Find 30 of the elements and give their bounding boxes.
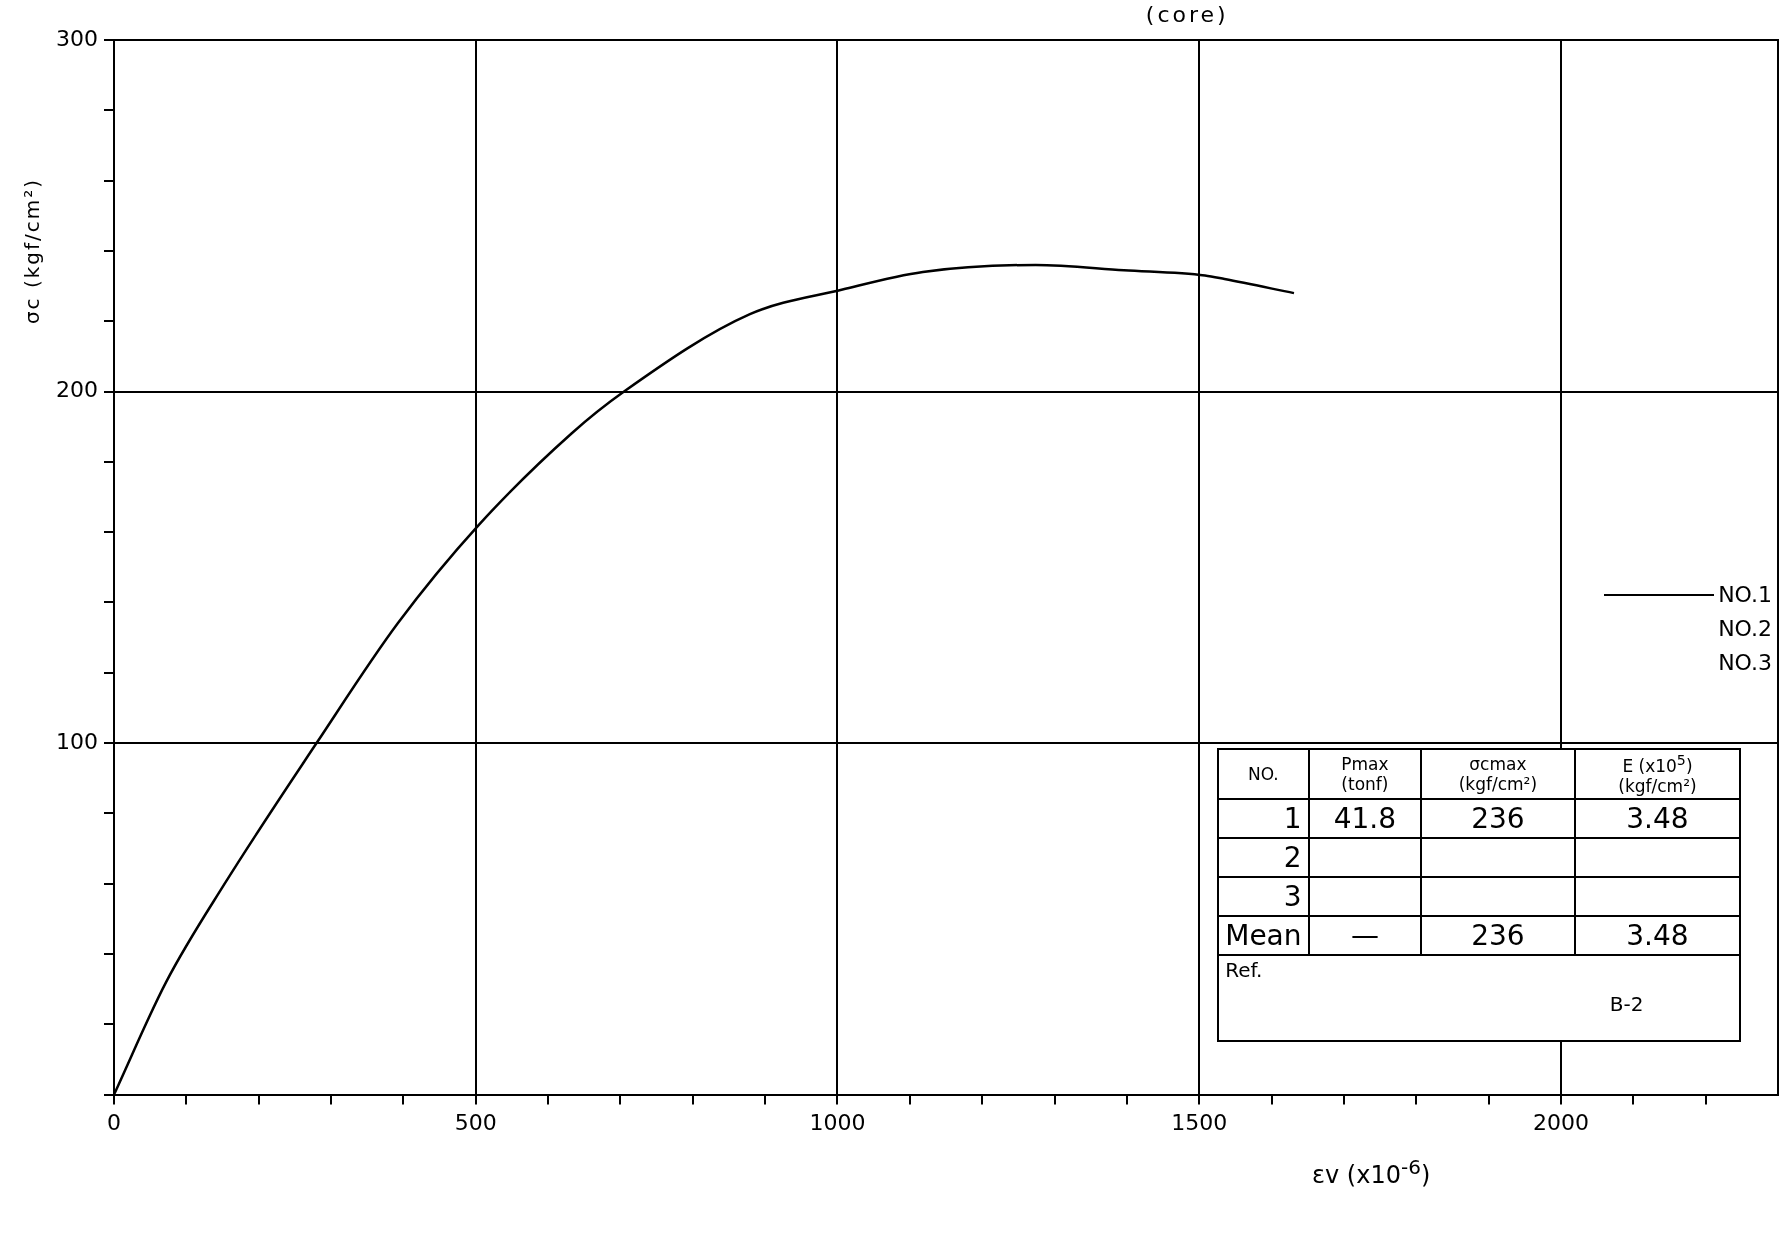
x-tick-label: 500 [454, 1109, 497, 1135]
annotation: 3.48 [1574, 798, 1741, 838]
annotation: 236 [1421, 798, 1575, 838]
annotation: 2 [1218, 837, 1309, 877]
annotation: Mean [1218, 915, 1309, 955]
x-tick-label: 2000 [1532, 1109, 1589, 1135]
annotation: 236 [1421, 915, 1575, 955]
annotation: Pmax (tonf) [1308, 749, 1422, 799]
text: NO.3 [1718, 650, 1772, 676]
y-tick-label: 200 [55, 377, 98, 403]
text: NO.2 [1718, 616, 1772, 642]
x-axis-title: εv (x10$^{-6}$) [1312, 1154, 1431, 1189]
x-tick-label: 1500 [1171, 1109, 1228, 1135]
annotation: 41.8 [1308, 798, 1422, 838]
annotation: B-2 [1608, 991, 1644, 1016]
chart-title: (core) [1145, 2, 1229, 27]
y-tick-label: 300 [55, 25, 98, 51]
annotation: σcmax (kgf/cm²) [1421, 749, 1575, 799]
annotation: 3.48 [1574, 915, 1741, 955]
annotation: NO. [1218, 749, 1309, 799]
annotation: 1 [1218, 798, 1309, 838]
legend-label: NO.1 [1718, 582, 1772, 608]
annotation: — [1308, 915, 1422, 955]
x-tick-label: 1000 [809, 1109, 866, 1135]
x-tick-label: 0 [106, 1109, 121, 1135]
y-tick-label: 100 [55, 728, 98, 754]
annotation: Ref. [1225, 957, 1263, 982]
y-axis-title: σc (kgf/cm²) [20, 177, 44, 324]
annotation: 3 [1218, 876, 1309, 916]
annotation: E (x10$^{5}$) (kgf/cm²) [1574, 749, 1741, 799]
